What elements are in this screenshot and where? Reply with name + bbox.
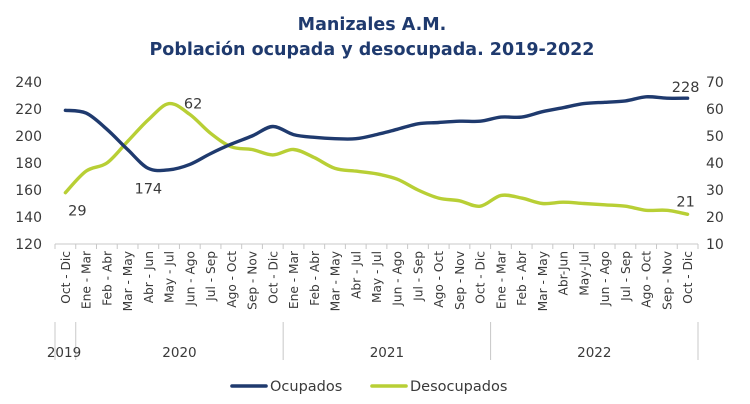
- x-axis-tick-label: Oct - Dic: [681, 251, 695, 304]
- x-axis-tick-label: Abr-Jun: [557, 251, 571, 295]
- x-axis-tick-label: Sep - Nov: [453, 251, 467, 310]
- x-axis-tick-label: Feb - Abr: [308, 250, 322, 306]
- x-axis-tick-label: Ago - Oct: [432, 251, 446, 308]
- left-axis-tick-label: 180: [15, 156, 42, 172]
- x-axis-tick-label: Ago - Oct: [640, 251, 654, 308]
- x-axis-tick-label: May-Jul: [577, 251, 591, 296]
- series-line-desocupados: [63, 101, 690, 216]
- year-label: 2020: [162, 345, 196, 361]
- x-axis-tick-label: Jun - Ago: [183, 251, 197, 307]
- data-label: 29: [68, 204, 86, 220]
- legend: Ocupados Desocupados: [230, 379, 507, 395]
- x-axis-tick-label: Sep - Nov: [660, 251, 674, 310]
- x-axis-tick-label: Mar - May: [121, 251, 135, 311]
- x-axis-tick-label: Feb - Abr: [100, 250, 114, 306]
- x-axis-tick-label: Ene - Mar: [80, 250, 94, 309]
- right-axis: 10 20 30 40 50 60 70: [706, 75, 724, 253]
- year-label: 2021: [370, 345, 404, 361]
- x-axis-tick-label: Mar - May: [329, 251, 343, 311]
- legend-label-ocupados: Ocupados: [270, 379, 342, 395]
- left-axis-tick-label: 240: [15, 75, 42, 91]
- x-axis: Oct - Dic Ene - Mar Feb - Abr Mar - May Abr …: [47, 243, 699, 361]
- data-label: 174: [134, 181, 162, 197]
- x-axis-tick-label: May - Jul: [163, 251, 177, 303]
- x-axis-tick-label: Jul - Sep: [411, 251, 425, 302]
- right-axis-tick-label: 40: [706, 156, 724, 172]
- legend-label-desocupados: Desocupados: [410, 379, 507, 395]
- x-axis-tick-label: Sep - Nov: [246, 251, 260, 310]
- x-axis-tick-label: Ago - Oct: [225, 251, 239, 308]
- data-labels: 174 228 29 62 21: [68, 80, 699, 220]
- chart-title-line-1: Manizales A.M.: [298, 15, 447, 35]
- x-axis-tick-label: Abr - Jun: [142, 251, 156, 303]
- x-axis-tick-label: Feb - Abr: [515, 250, 529, 306]
- x-axis-tick-label: Abr - Jul: [349, 251, 363, 299]
- series-lines: [63, 95, 690, 216]
- left-axis-tick-label: 200: [15, 129, 42, 145]
- right-axis-tick-label: 30: [706, 183, 724, 199]
- data-label: 228: [672, 80, 700, 96]
- x-axis-tick-label: May - Jul: [370, 251, 384, 303]
- data-label: 62: [184, 97, 202, 113]
- year-label: 2022: [577, 345, 611, 361]
- right-axis-tick-label: 10: [706, 237, 724, 253]
- right-axis-tick-label: 20: [706, 210, 724, 226]
- x-axis-tick-label: Jul - Sep: [204, 251, 218, 302]
- left-axis-tick-label: 140: [15, 210, 42, 226]
- right-axis-tick-label: 60: [706, 102, 724, 118]
- year-label: 2019: [47, 345, 81, 361]
- x-axis-tick-label: Oct - Dic: [474, 251, 488, 304]
- x-axis-tick-label: Ene - Mar: [287, 250, 301, 309]
- left-axis-tick-label: 220: [15, 102, 42, 118]
- series-line-ocupados: [63, 95, 690, 173]
- right-axis-tick-label: 50: [706, 129, 724, 145]
- x-axis-tick-label: Ene - Mar: [494, 250, 508, 309]
- x-axis-tick-label: Oct - Dic: [266, 251, 280, 304]
- x-axis-tick-label: Jul - Sep: [619, 251, 633, 302]
- x-axis-tick-label: Oct - Dic: [59, 251, 73, 304]
- x-axis-tick-label: Jun - Ago: [391, 251, 405, 307]
- left-axis: 120 140 160 180 200 220 240: [15, 75, 42, 253]
- right-axis-tick-label: 70: [706, 75, 724, 91]
- chart-title-line-2: Población ocupada y desocupada. 2019-202…: [149, 40, 594, 60]
- x-axis-tick-label: Mar - May: [536, 251, 550, 311]
- x-axis-tick-label: Jun - Ago: [598, 251, 612, 307]
- data-label: 21: [676, 194, 694, 210]
- left-axis-tick-label: 120: [15, 237, 42, 253]
- left-axis-tick-label: 160: [15, 183, 42, 199]
